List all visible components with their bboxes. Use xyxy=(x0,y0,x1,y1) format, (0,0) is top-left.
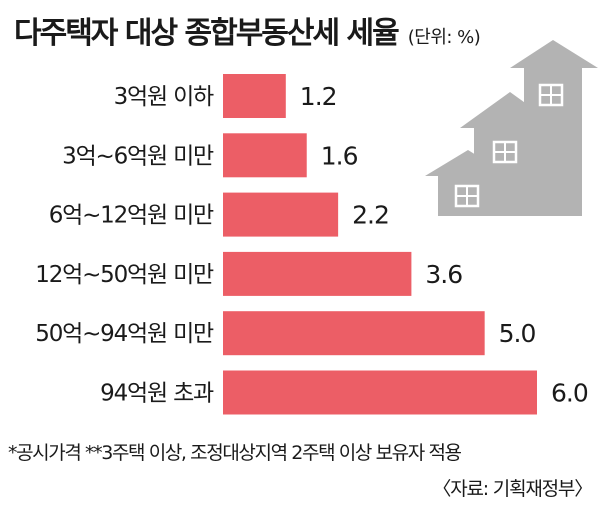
category-label: 6억~12억원 미만 xyxy=(49,203,214,229)
value-label: 6.0 xyxy=(551,379,588,408)
bar xyxy=(223,311,485,356)
chart-header: 다주택자 대상 종합부동산세 세율 (단위: %) xyxy=(14,8,594,52)
footnote: *공시가격 **3주택 이상, 조정대상지역 2주택 이상 보유자 적용 xyxy=(8,442,462,464)
bar xyxy=(223,133,307,178)
category-label: 3억~6억원 미만 xyxy=(62,143,214,169)
value-label: 5.0 xyxy=(499,319,536,348)
bars-layer: 3억원 이하 1.2 3억~6억원 미만 1.6 6억~12억원 미만 2.2 12억~50… xyxy=(35,74,589,415)
value-label: 1.6 xyxy=(321,141,358,170)
category-label: 3억원 이하 xyxy=(114,84,214,110)
category-label: 94억원 초과 xyxy=(100,381,214,407)
bar xyxy=(223,74,286,118)
houses-icon xyxy=(425,40,598,216)
bar xyxy=(223,251,412,296)
category-label: 12억~50억원 미만 xyxy=(35,262,214,288)
value-label: 2.2 xyxy=(352,201,389,230)
chart-title: 다주택자 대상 종합부동산세 세율 xyxy=(14,16,400,51)
value-label: 1.2 xyxy=(300,82,337,111)
category-label: 50억~94억원 미만 xyxy=(35,321,214,347)
bar xyxy=(223,192,339,237)
value-label: 3.6 xyxy=(425,260,462,289)
source-note: 〈자료: 기획재정부〉 xyxy=(432,478,593,500)
unit-label: (단위: %) xyxy=(407,27,481,48)
bar xyxy=(223,370,537,415)
